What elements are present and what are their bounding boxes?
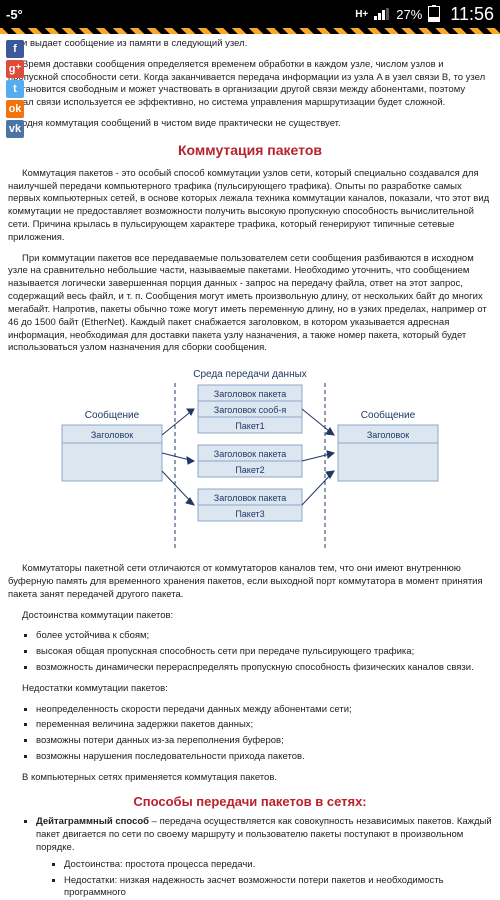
body-text: одня коммутация сообщений в чистом виде … [8,118,492,131]
body-text: В компьютерных сетях применяется коммута… [8,772,492,785]
disadvantages-list: неопределенность скорости передачи данны… [36,704,492,764]
odnoklassniki-icon[interactable]: ok [6,100,24,118]
list-item: Недостатки: низкая надежность засчет воз… [64,875,492,900]
page-content[interactable]: f g⁺ t ok vk и выдает сообщение из памят… [0,34,500,900]
svg-text:Заголовок пакета: Заголовок пакета [214,493,286,503]
svg-text:Сообщение: Сообщение [361,409,416,421]
clock: 11:56 [450,4,494,25]
svg-text:Пакет1: Пакет1 [235,421,264,431]
list-item: более устойчива к сбоям; [36,630,492,643]
methods-list: Дейтаграммный способ – передача осуществ… [36,816,492,900]
svg-text:Среда передачи данных: Среда передачи данных [193,369,307,380]
list-item: возможность динамически перераспределять… [36,662,492,675]
svg-text:Заголовок пакета: Заголовок пакета [214,449,286,459]
list-item: переменная величина задержки пакетов дан… [36,719,492,732]
list-title: Достоинства коммутации пакетов: [8,610,492,623]
temperature: -5° [6,7,23,22]
diagram-svg: Сообщение Среда передачи данных Сообщени… [50,363,450,553]
list-title: Недостатки коммутации пакетов: [8,683,492,696]
body-text: Время доставки сообщения определяется вр… [8,59,492,110]
battery-icon [428,6,440,22]
body-text: Коммутация пакетов - это особый способ к… [8,168,492,245]
list-item: возможны потери данных из-за переполнени… [36,735,492,748]
battery-percent: 27% [396,7,422,22]
section-heading: Коммутация пакетов [8,141,492,160]
svg-text:Заголовок: Заголовок [367,430,409,440]
status-right: H+ 27% 11:56 [355,4,494,25]
google-plus-icon[interactable]: g⁺ [6,60,24,78]
list-item: возможны нарушения последовательности пр… [36,751,492,764]
advantages-list: более устойчива к сбоям; высокая общая п… [36,630,492,674]
android-status-bar: -5° H+ 27% 11:56 [0,0,500,28]
body-text: и выдает сообщение из памяти в следующий… [8,38,492,51]
svg-text:Сообщение: Сообщение [85,409,140,421]
body-text: При коммутации пакетов все передаваемые … [8,253,492,356]
svg-text:Заголовок сооб-я: Заголовок сооб-я [214,405,287,415]
signal-icon [374,8,390,20]
svg-text:Заголовок пакета: Заголовок пакета [214,389,286,399]
social-share-column: f g⁺ t ok vk [6,40,24,138]
facebook-icon[interactable]: f [6,40,24,58]
list-item: Достоинства: простота процесса передачи. [64,859,492,872]
svg-text:Заголовок: Заголовок [91,430,133,440]
vkontakte-icon[interactable]: vk [6,120,24,138]
list-item: высокая общая пропускная способность сет… [36,646,492,659]
svg-text:Пакет2: Пакет2 [235,465,264,475]
packet-switching-diagram: Сообщение Среда передачи данных Сообщени… [8,363,492,553]
section-heading: Способы передачи пакетов в сетях: [8,793,492,811]
svg-text:Пакет3: Пакет3 [235,509,264,519]
list-item: Дейтаграммный способ – передача осуществ… [36,816,492,900]
twitter-icon[interactable]: t [6,80,24,98]
list-item: неопределенность скорости передачи данны… [36,704,492,717]
body-text: Коммутаторы пакетной сети отличаются от … [8,563,492,601]
network-type-icon: H+ [355,9,368,20]
method-name: Дейтаграммный способ [36,816,149,827]
